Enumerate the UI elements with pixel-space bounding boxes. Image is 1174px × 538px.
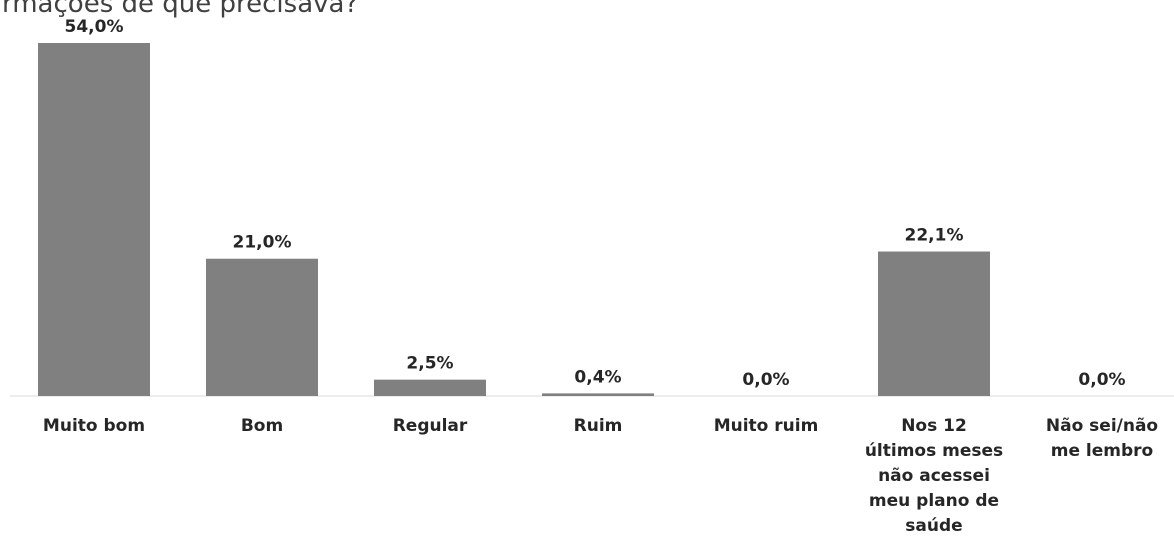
category-label: Nos 12: [901, 416, 967, 436]
category-label-group: Muito bom Bom Regular Ruim Muito ruim Nos 12 ú…: [43, 416, 1158, 536]
category-label: Ruim: [574, 416, 623, 436]
bar: [542, 393, 654, 396]
category-label: Muito ruim: [714, 416, 819, 436]
data-label: 54,0%: [65, 17, 124, 37]
category-label: Bom: [241, 416, 283, 436]
bar: [374, 379, 486, 396]
category-label: Muito bom: [43, 416, 145, 436]
category-label: não acessei: [878, 466, 990, 486]
chart-title: rmações de que precisava?: [2, 0, 358, 19]
data-label: 0,4%: [574, 367, 621, 387]
bar: [878, 251, 990, 396]
bar: [38, 43, 150, 396]
data-label: 0,0%: [742, 370, 789, 390]
category-label: me lembro: [1051, 441, 1153, 461]
category-label: Não sei/não: [1046, 416, 1158, 436]
data-label: 22,1%: [905, 226, 964, 246]
data-label: 21,0%: [233, 233, 292, 253]
data-label-group: 54,0% 21,0% 2,5% 0,4% 0,0% 22,1% 0,0%: [65, 17, 1126, 390]
category-label: meu plano de: [869, 491, 999, 511]
category-label: últimos meses: [865, 441, 1003, 461]
data-label: 2,5%: [406, 354, 453, 374]
bar: [206, 258, 318, 396]
bar-group: [38, 43, 990, 396]
data-label: 0,0%: [1078, 370, 1125, 390]
category-label: Regular: [393, 416, 468, 436]
category-label: saúde: [905, 516, 962, 536]
